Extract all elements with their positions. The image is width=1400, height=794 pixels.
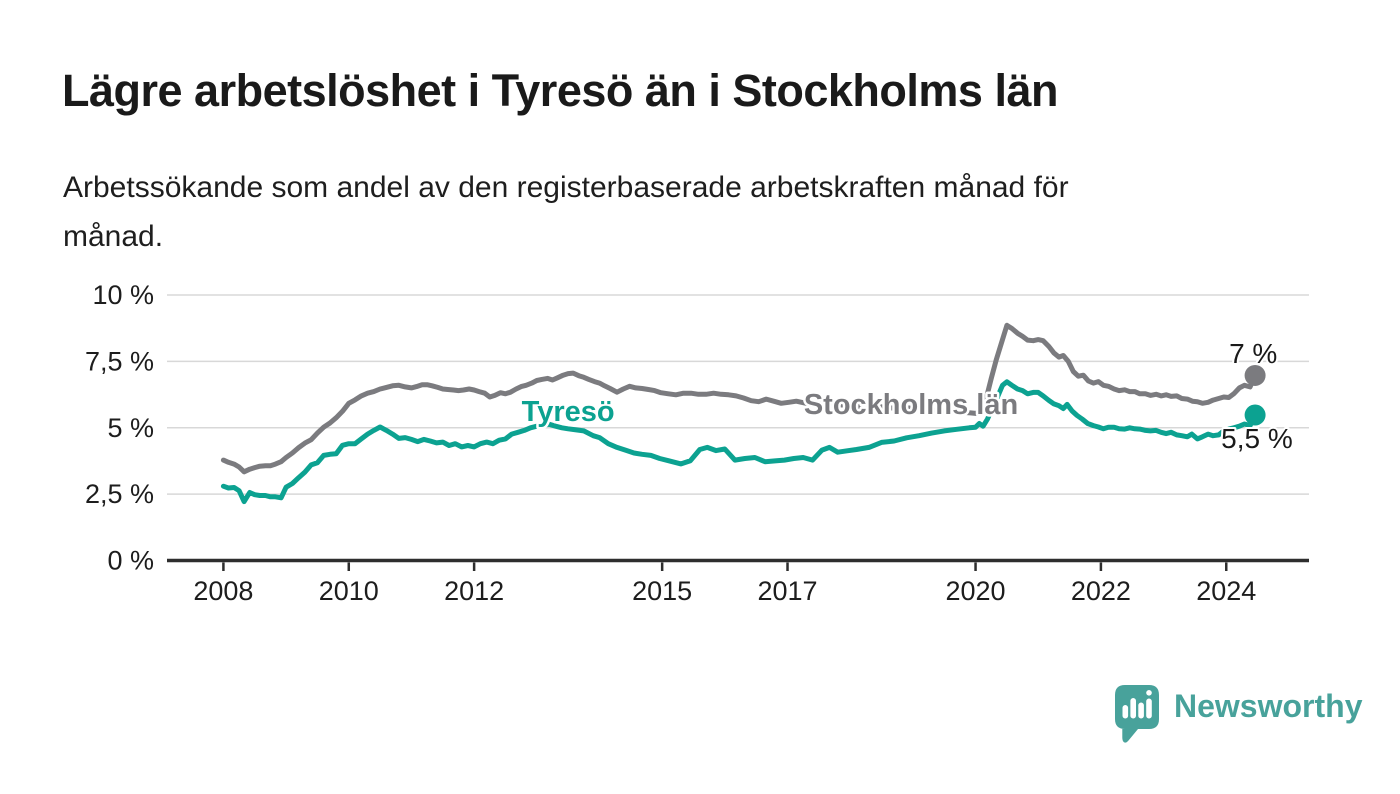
x-axis-label-2012: 2012 [444, 576, 504, 606]
series-line-tyreso [220, 379, 1258, 505]
page-title: Lägre arbetslöshet i Tyresö än i Stockho… [62, 65, 1058, 116]
newsworthy-bar-chart-bubble-icon [1115, 685, 1159, 743]
newsworthy-logo: Newsworthy [1114, 684, 1362, 744]
series-label-tyreso: Tyresö [522, 396, 615, 428]
x-axis-label-2022: 2022 [1071, 576, 1131, 606]
newsworthy-logo-text: Newsworthy [1174, 688, 1363, 724]
subtitle-line-2: månad. [63, 220, 164, 253]
chart-subtitle: Arbetssökande som andel av den registerb… [63, 163, 1069, 261]
end-dot-tyreso [1244, 404, 1266, 426]
logo-exclamation-bar [1146, 698, 1152, 719]
y-axis-label-0: 0 % [107, 546, 154, 576]
end-dot-stockholms-lan [1244, 364, 1266, 386]
series-line-stockholms-lan [220, 322, 1258, 475]
y-axis-label-1: 2,5 % [85, 479, 154, 509]
logo-exclamation-dot [1146, 690, 1152, 696]
end-value-label-tyreso: 5,5 % [1221, 423, 1293, 454]
end-value-label-stockholms-lan: 7 % [1229, 338, 1277, 369]
x-axis-label-2015: 2015 [632, 576, 692, 606]
logo-bubble-shape [1115, 685, 1159, 743]
logo-bar-1 [1122, 705, 1129, 719]
series-label-stockholms-lan: Stockholms län [804, 389, 1018, 421]
x-axis-label-2024: 2024 [1196, 576, 1256, 606]
x-axis-label-2017: 2017 [757, 576, 817, 606]
logo-bar-3 [1138, 702, 1144, 719]
subtitle-line-1: Arbetssökande som andel av den registerb… [63, 171, 1069, 204]
logo-bar-2 [1130, 698, 1136, 719]
y-axis-label-3: 7,5 % [85, 346, 154, 376]
y-axis-label-2: 5 % [107, 413, 154, 443]
x-axis-label-2008: 2008 [193, 576, 253, 606]
x-axis-label-2020: 2020 [946, 576, 1006, 606]
x-axis-label-2010: 2010 [319, 576, 379, 606]
y-axis-label-4: 10 % [92, 280, 154, 310]
